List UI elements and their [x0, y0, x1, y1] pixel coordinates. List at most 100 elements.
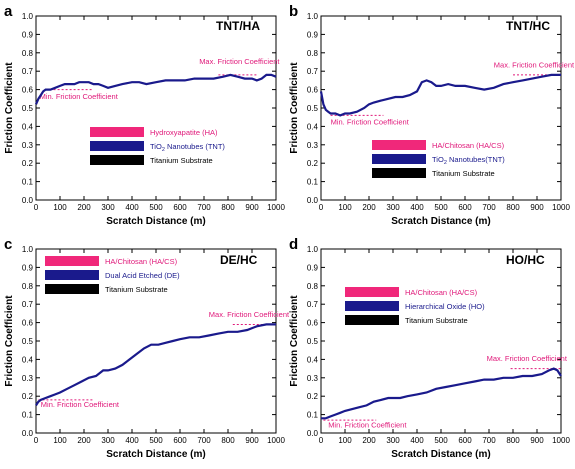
y-tick-label: 0.1	[307, 178, 319, 187]
panel-letter: c	[4, 236, 12, 253]
y-tick-label: 0.2	[307, 159, 319, 168]
y-tick-label: 0.4	[307, 355, 319, 364]
panel-letter: d	[289, 236, 298, 253]
x-tick-label: 300	[101, 436, 115, 445]
x-axis-title: Scratch Distance (m)	[391, 216, 490, 227]
legend-swatch	[90, 127, 144, 137]
plot-frame	[35, 15, 277, 201]
max-friction-label: Max. Friction Coefficient	[494, 61, 575, 70]
x-tick-label: 1000	[552, 436, 570, 445]
x-tick-label: 600	[458, 203, 472, 212]
x-tick-label: 0	[319, 203, 324, 212]
x-tick-label: 300	[386, 436, 400, 445]
y-tick-label: 0.7	[307, 300, 319, 309]
legend-swatch	[345, 287, 399, 297]
x-tick-label: 500	[434, 203, 448, 212]
y-tick-label: 0.0	[307, 196, 319, 205]
chart-panel-d: 0 100 200 300 400 500 600 700 800 900 1000 0.0 0.1 0.…	[289, 236, 570, 460]
x-tick-label: 1000	[552, 203, 570, 212]
y-axis-title: Friction Coefficient	[289, 295, 300, 387]
x-tick-label: 200	[362, 203, 376, 212]
panel-title: HO/HC	[506, 253, 545, 267]
legend-label: Hierarchical Oxide (HO)	[405, 302, 485, 311]
legend-swatch	[372, 168, 426, 178]
y-tick-label: 0.4	[22, 122, 34, 131]
legend: Hydroxyapatite (HA) TiO2 Nanotubes (TNT) T…	[90, 127, 225, 165]
y-tick-label: 0.2	[22, 159, 34, 168]
y-tick-label: 0.3	[22, 141, 34, 150]
panel-letter: b	[289, 3, 298, 20]
y-tick-label: 0.5	[307, 104, 319, 113]
x-tick-label: 800	[506, 203, 520, 212]
legend-label: TiO2 Nanotubes(TNT)	[432, 155, 505, 166]
y-tick-label: 0.3	[307, 141, 319, 150]
x-tick-label: 100	[338, 203, 352, 212]
legend-label: HA/Chitosan (HA/CS)	[432, 141, 505, 150]
legend: HA/Chitosan (HA/CS) Dual Acid Etched (DE)…	[45, 256, 180, 294]
legend-swatch	[45, 270, 99, 280]
legend-swatch	[90, 155, 144, 165]
legend-swatch	[372, 154, 426, 164]
legend-label: HA/Chitosan (HA/CS)	[105, 257, 178, 266]
y-tick-label: 0.5	[22, 104, 34, 113]
x-tick-label: 500	[149, 436, 163, 445]
y-tick-label: 0.8	[22, 282, 34, 291]
series-line	[319, 73, 561, 117]
chart-panel-a: 0 100 200 300 400 500 600 700 800 900 1000 0.0 0.1 0.…	[4, 3, 285, 227]
y-tick-label: 0.2	[307, 392, 319, 401]
y-tick-label: 0.9	[22, 263, 34, 272]
min-friction-label: Min. Friction Coefficient	[328, 420, 407, 429]
max-friction-label: Max. Friction Coefficient	[487, 354, 568, 363]
y-tick-label: 0.0	[22, 196, 34, 205]
legend: HA/Chitosan (HA/CS) Hierarchical Oxide (H…	[345, 287, 485, 325]
y-tick-label: 0.5	[22, 337, 34, 346]
x-tick-label: 400	[410, 203, 424, 212]
legend-label: Titanium Substrate	[405, 316, 468, 325]
x-axis-title: Scratch Distance (m)	[391, 449, 490, 460]
x-tick-label: 300	[386, 203, 400, 212]
legend-label: TiO2 Nanotubes (TNT)	[150, 142, 225, 153]
legend-swatch	[345, 315, 399, 325]
y-tick-label: 0.9	[307, 30, 319, 39]
y-tick-label: 0.9	[22, 30, 34, 39]
x-tick-label: 400	[125, 203, 139, 212]
panel-title: DE/HC	[220, 253, 258, 267]
x-tick-label: 200	[77, 203, 91, 212]
x-tick-label: 900	[245, 436, 259, 445]
x-tick-label: 200	[77, 436, 91, 445]
y-tick-label: 0.6	[307, 86, 319, 95]
y-tick-label: 0.8	[307, 282, 319, 291]
x-tick-label: 400	[125, 436, 139, 445]
y-tick-label: 0.0	[22, 429, 34, 438]
y-tick-label: 0.7	[307, 67, 319, 76]
y-tick-label: 0.5	[307, 337, 319, 346]
y-axis-title: Friction Coefficient	[4, 62, 15, 154]
x-tick-label: 800	[506, 436, 520, 445]
x-axis-title: Scratch Distance (m)	[106, 216, 205, 227]
y-axis-title: Friction Coefficient	[289, 62, 300, 154]
legend-swatch	[372, 140, 426, 150]
y-tick-label: 1.0	[22, 12, 34, 21]
x-axis-title: Scratch Distance (m)	[106, 449, 205, 460]
y-tick-label: 0.6	[22, 319, 34, 328]
x-tick-label: 600	[458, 436, 472, 445]
y-tick-label: 0.7	[22, 67, 34, 76]
y-tick-label: 0.3	[22, 374, 34, 383]
y-tick-label: 0.2	[22, 392, 34, 401]
min-friction-label: Min. Friction Coefficient	[331, 118, 410, 127]
legend-label: Titanium Substrate	[105, 285, 168, 294]
max-friction-label: Max. Friction Coefficient	[199, 57, 280, 66]
x-tick-label: 0	[319, 436, 324, 445]
x-tick-label: 1000	[267, 436, 285, 445]
y-tick-label: 0.1	[22, 411, 34, 420]
y-tick-label: 0.4	[307, 122, 319, 131]
x-tick-label: 0	[34, 203, 39, 212]
plot-frame	[320, 248, 562, 434]
min-friction-label: Min. Friction Coefficient	[40, 92, 119, 101]
x-tick-label: 100	[53, 436, 67, 445]
x-tick-label: 100	[53, 203, 67, 212]
x-tick-label: 100	[338, 436, 352, 445]
x-tick-label: 800	[221, 436, 235, 445]
x-tick-label: 0	[34, 436, 39, 445]
